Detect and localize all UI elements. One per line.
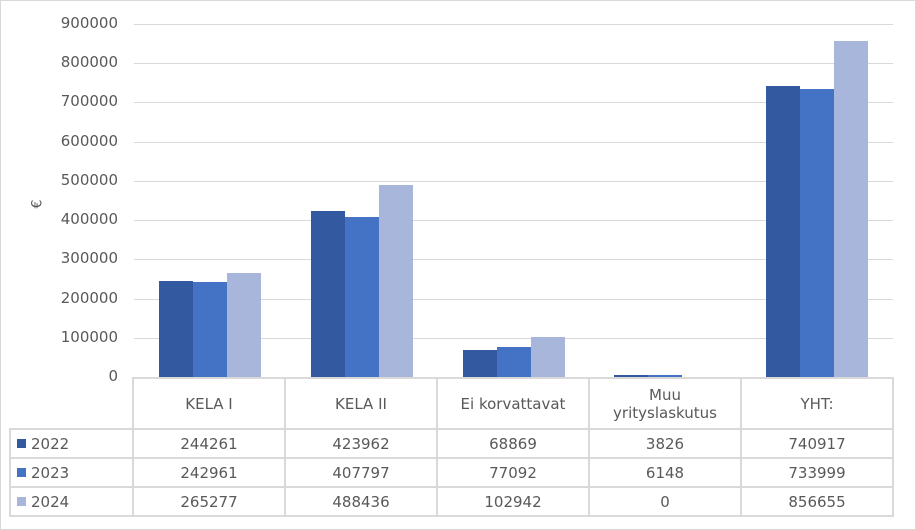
y-tick-label: 400000 xyxy=(60,210,118,229)
table-cell: 740917 xyxy=(740,428,894,459)
gridline xyxy=(134,102,893,104)
gridline xyxy=(134,63,893,65)
gridline xyxy=(134,337,893,339)
table-cell: 244261 xyxy=(132,428,286,459)
y-tick-label: 0 xyxy=(108,367,118,385)
table-cell: 242961 xyxy=(132,457,286,488)
bar xyxy=(226,272,261,377)
y-tick-label: 300000 xyxy=(60,249,118,268)
legend-label: 2022 xyxy=(31,434,70,453)
y-tick-label: 500000 xyxy=(60,170,118,189)
gridline xyxy=(134,298,893,300)
table-cell: 102942 xyxy=(436,486,590,517)
table-cell: 733999 xyxy=(740,457,894,488)
bar xyxy=(614,375,649,377)
table-row: 2023 242961 407797 77092 6148 733999 xyxy=(9,457,894,488)
column-header: Muu yrityslaskutus xyxy=(588,377,742,430)
bar xyxy=(344,217,379,377)
column-header: YHT: xyxy=(740,377,894,430)
gridline xyxy=(134,259,893,261)
bar xyxy=(496,346,531,377)
bar xyxy=(462,349,497,377)
table-cell: 77092 xyxy=(436,457,590,488)
bar xyxy=(648,374,683,377)
gridline xyxy=(134,24,893,25)
y-tick-label: 200000 xyxy=(60,288,118,307)
table-header-row: KELA I KELA II Ei korvattavat Muu yritys… xyxy=(10,377,894,430)
legend-entry: 2024 xyxy=(9,486,134,517)
bar xyxy=(192,281,227,377)
column-header: KELA I xyxy=(132,377,286,430)
gridline xyxy=(134,141,893,143)
y-tick-label: 600000 xyxy=(60,131,118,150)
bar xyxy=(766,86,801,377)
bar xyxy=(834,41,869,377)
table-cell: 423962 xyxy=(284,428,438,459)
data-table: KELA I KELA II Ei korvattavat Muu yritys… xyxy=(9,377,894,517)
legend-swatch-icon xyxy=(17,438,26,448)
table-cell: 68869 xyxy=(436,428,590,459)
table-cell: 856655 xyxy=(740,486,894,517)
table-cell: 265277 xyxy=(132,486,286,517)
gridline xyxy=(134,180,893,182)
legend-label: 2024 xyxy=(31,492,70,511)
y-tick-label: 700000 xyxy=(60,92,118,111)
bar xyxy=(378,185,413,377)
bar xyxy=(530,336,565,377)
y-tick-label: 800000 xyxy=(60,53,118,72)
column-header: Ei korvattavat xyxy=(436,377,590,430)
bar xyxy=(158,281,193,377)
table-row: 2024 265277 488436 102942 0 856655 xyxy=(9,486,894,517)
column-header: KELA II xyxy=(284,377,438,430)
table-cell: 407797 xyxy=(284,457,438,488)
table-cell: 6148 xyxy=(588,457,742,488)
y-tick-label: 900000 xyxy=(60,14,118,32)
legend-label: 2023 xyxy=(31,463,70,482)
y-tick-label: 100000 xyxy=(60,327,118,346)
table-row: 2022 244261 423962 68869 3826 740917 xyxy=(9,428,894,459)
table-cell: 488436 xyxy=(284,486,438,517)
gridline xyxy=(134,220,893,222)
column-header-text: Muu yrityslaskutus xyxy=(613,385,717,422)
bar xyxy=(310,210,345,377)
table-cell: 0 xyxy=(588,486,742,517)
table-cell: 3826 xyxy=(588,428,742,459)
bar xyxy=(800,89,835,377)
legend-entry: 2023 xyxy=(9,457,134,488)
legend-swatch-icon xyxy=(17,467,26,477)
y-axis-label: € xyxy=(29,199,46,209)
legend-swatch-icon xyxy=(17,496,26,506)
legend-entry: 2022 xyxy=(9,428,134,459)
